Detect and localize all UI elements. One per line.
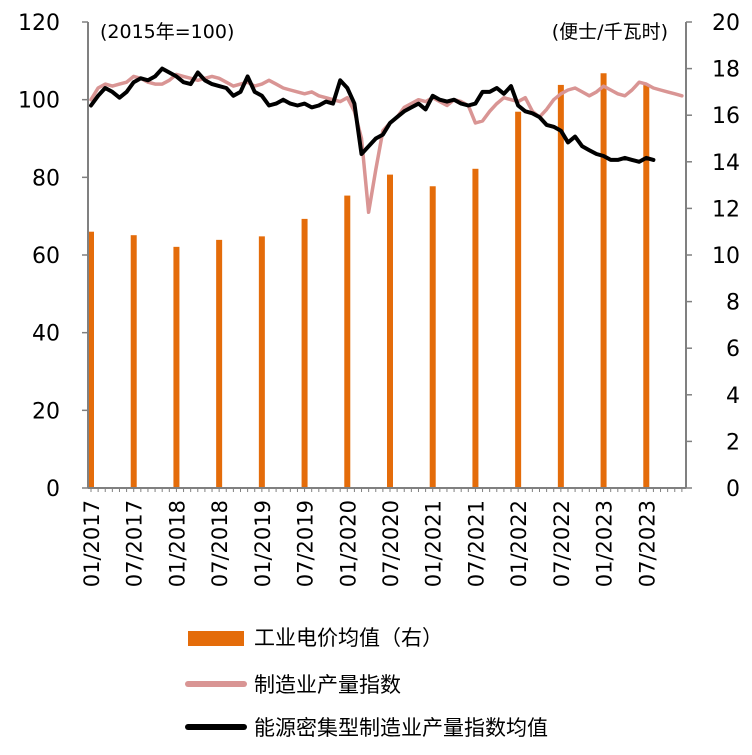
x-tick-label: 01/2022: [507, 500, 531, 587]
x-tick-label: 01/2021: [422, 500, 446, 587]
electricity-price-bar: [301, 218, 308, 488]
electricity-price-bar: [643, 84, 650, 488]
right-y-tick-label: 4: [726, 384, 740, 409]
electricity-price-bar: [472, 168, 479, 489]
right-y-tick-label: 6: [726, 337, 740, 362]
legend: 工业电价均值（右） 制造业产量指数 能源密集型制造业产量指数均值: [185, 626, 548, 740]
x-tick-label: 01/2018: [165, 500, 189, 587]
left-y-tick-label: 40: [32, 322, 60, 347]
left-y-ticks: 0 20 40 60 80 100 120: [18, 11, 88, 502]
left-y-tick-label: 100: [18, 89, 60, 114]
electricity-price-bar: [429, 186, 436, 488]
axes: 0 20 40 60 80 100 120 0 2 4 6 8 10 12 14 16 18 20 01/201…: [18, 11, 740, 587]
right-y-tick-label: 12: [712, 197, 740, 222]
x-tick-label: 01/2019: [251, 500, 275, 587]
left-axis-unit-label: (2015年=100): [100, 21, 234, 43]
legend-label-energy-intensive: 能源密集型制造业产量指数均值: [254, 716, 548, 740]
x-tick-label: 01/2017: [80, 500, 104, 587]
right-y-tick-label: 18: [712, 58, 740, 83]
x-tick-label: 07/2019: [294, 500, 318, 587]
left-y-tick-label: 0: [46, 477, 60, 502]
legend-label-manufacturing: 制造业产量指数: [254, 673, 401, 697]
legend-label-electricity-price: 工业电价均值（右）: [254, 626, 443, 650]
electricity-price-bar: [173, 246, 180, 488]
right-y-tick-label: 10: [712, 244, 740, 269]
electricity-price-bar: [557, 84, 564, 488]
manufacturing-index-line: [89, 72, 684, 215]
right-y-tick-label: 2: [726, 430, 740, 455]
x-tick-label: 07/2017: [123, 500, 147, 587]
electricity-price-bar: [600, 73, 607, 488]
left-y-tick-label: 60: [32, 244, 60, 269]
x-tick-label: 01/2023: [593, 500, 617, 587]
right-y-tick-label: 16: [712, 104, 740, 129]
x-ticks: 01/2017 07/2017 01/2018 07/2018 01/2019 07/20…: [80, 488, 683, 587]
right-y-tick-label: 8: [726, 291, 740, 316]
electricity-price-bar: [258, 236, 265, 488]
x-tick-label: 07/2020: [379, 500, 403, 587]
electricity-price-bar: [344, 195, 351, 488]
right-y-tick-label: 20: [712, 11, 740, 36]
left-y-tick-label: 80: [32, 166, 60, 191]
x-tick-label: 07/2022: [550, 500, 574, 587]
electricity-price-bars: [88, 73, 650, 489]
right-y-tick-label: 14: [712, 151, 740, 176]
right-axis-unit-label: (便士/千瓦时): [552, 21, 668, 43]
series-lines: [89, 66, 684, 215]
x-tick-label: 01/2020: [336, 500, 360, 587]
electricity-price-bar: [387, 174, 393, 489]
electricity-price-bar: [515, 111, 522, 488]
x-tick-label: 07/2018: [208, 500, 232, 587]
electricity-price-bar: [216, 239, 223, 488]
legend-swatch-electricity-price: [188, 631, 244, 646]
electricity-price-bar: [88, 231, 94, 488]
x-tick-label: 07/2023: [635, 500, 659, 587]
energy-intensive-index-line: [89, 66, 656, 164]
right-y-ticks: 0 2 4 6 8 10 12 14 16 18 20: [686, 11, 740, 502]
left-y-tick-label: 20: [32, 399, 60, 424]
electricity-price-bar: [130, 235, 137, 488]
right-y-tick-label: 0: [726, 477, 740, 502]
x-tick-label: 07/2021: [464, 500, 488, 587]
left-y-tick-label: 120: [18, 11, 60, 36]
